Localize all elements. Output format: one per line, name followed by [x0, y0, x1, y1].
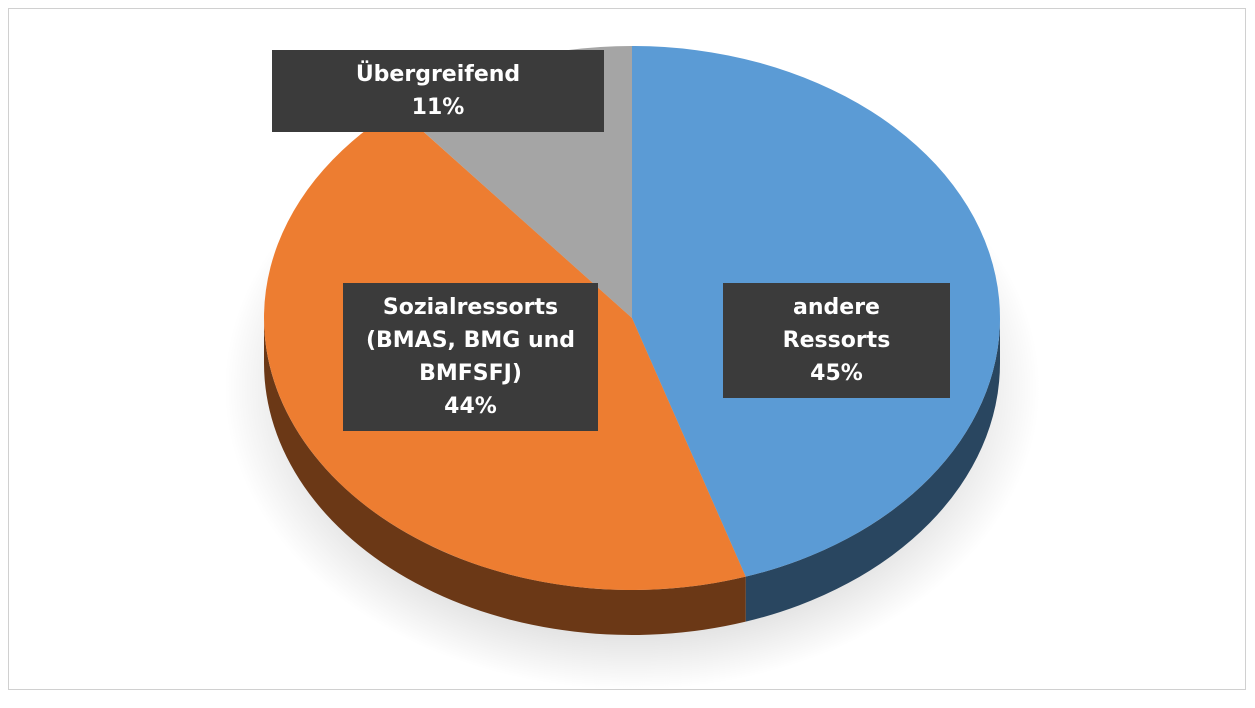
slice-side — [745, 318, 1000, 622]
data-label: Sozialressorts (BMAS, BMG und BMFSFJ) 44% — [343, 283, 598, 431]
value-label: 45% — [810, 361, 863, 386]
category-label: Sozialressorts (BMAS, BMG und BMFSFJ) — [365, 295, 576, 386]
slice-side — [264, 318, 746, 635]
value-label: 11% — [411, 95, 465, 120]
data-label: Übergreifend 11% — [272, 50, 604, 132]
data-label: andere Ressorts 45% — [723, 283, 950, 398]
category-label: andere Ressorts — [782, 295, 891, 353]
category-label: Übergreifend — [355, 62, 521, 87]
value-label: 44% — [444, 394, 497, 419]
